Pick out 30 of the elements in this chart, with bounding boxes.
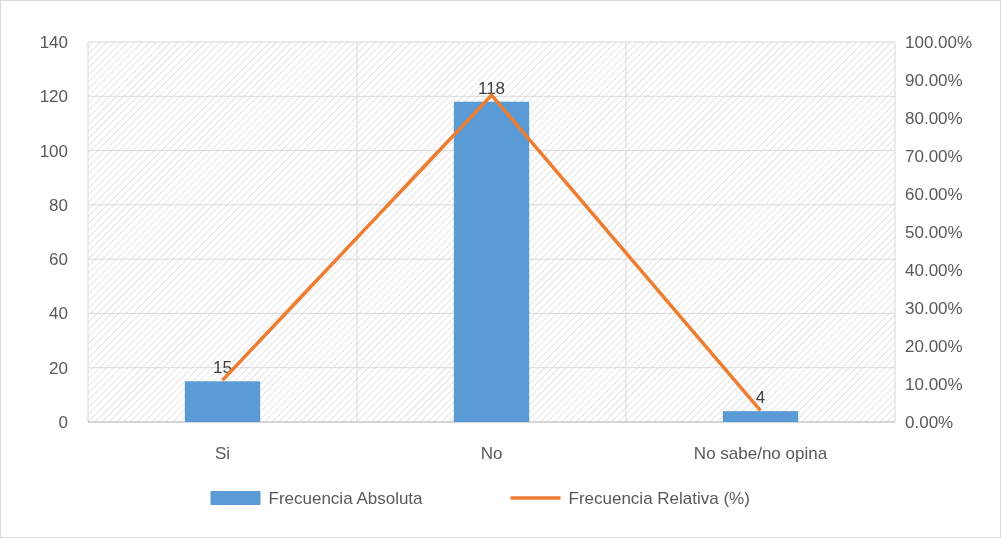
y2-tick-label: 10.00% — [905, 374, 963, 394]
y2-tick-label: 20.00% — [905, 336, 963, 356]
y2-tick-label: 40.00% — [905, 260, 963, 280]
y2-tick-label: 80.00% — [905, 108, 963, 128]
legend-label: Frecuencia Absoluta — [268, 488, 424, 508]
bar — [184, 381, 261, 422]
data-label: 4 — [755, 388, 766, 408]
x-tick-label: No — [480, 444, 503, 463]
y2-tick-label: 70.00% — [905, 146, 963, 166]
y2-tick-label: 30.00% — [905, 298, 963, 318]
y2-tick-label: 100.00% — [905, 32, 973, 52]
x-tick-label: No sabe/no opina — [693, 444, 828, 463]
y-tick-label: 40 — [49, 304, 68, 324]
data-label: 118 — [477, 78, 506, 98]
y2-tick-label: 50.00% — [905, 222, 963, 242]
y-tick-label: 20 — [49, 358, 68, 378]
bar — [453, 101, 530, 422]
data-label: 15 — [213, 358, 232, 378]
y-tick-label: 120 — [39, 87, 68, 107]
y2-tick-label: 0.00% — [905, 412, 954, 432]
legend-label: Frecuencia Relativa (%) — [568, 488, 750, 508]
y2-tick-label: 60.00% — [905, 184, 963, 204]
x-tick-label: Si — [214, 444, 231, 463]
y-tick-label: 140 — [39, 32, 68, 52]
y2-tick-label: 90.00% — [905, 70, 963, 90]
y-tick-label: 100 — [39, 141, 68, 161]
y-tick-label: 60 — [49, 250, 68, 270]
bar — [722, 411, 799, 422]
y-tick-label: 0 — [58, 412, 68, 432]
y-tick-label: 80 — [49, 195, 68, 215]
